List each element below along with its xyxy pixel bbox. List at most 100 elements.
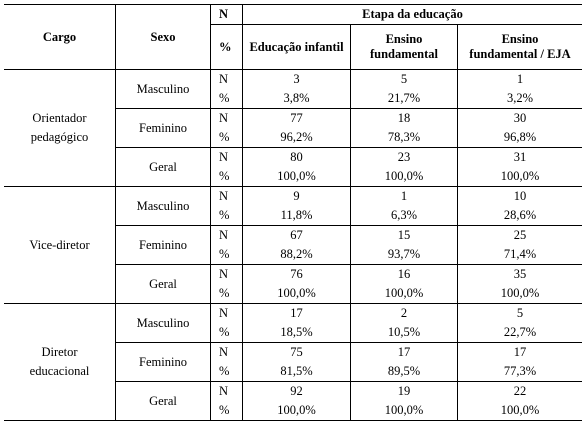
value-cell: 16 [350, 264, 458, 284]
table-row: % 96,2% 78,3% 96,8% [4, 128, 582, 148]
measure-pct: % [210, 401, 243, 421]
value-cell: 100,0% [350, 167, 458, 187]
measure-pct: % [210, 323, 243, 343]
table-row: Feminino N 67 15 25 [4, 225, 582, 265]
table-row: % 18,5% 10,5% 22,7% [4, 323, 582, 343]
value-cell: 100,0% [242, 401, 351, 421]
header-sexo: Sexo [115, 4, 211, 70]
table-row: Geral N 80 23 31 [4, 147, 582, 187]
measure-n: N [210, 225, 243, 245]
sexo-cell: Feminino [115, 225, 211, 265]
measure-n: N [210, 69, 243, 89]
measure-n: N [210, 186, 243, 206]
cargo-label-line2: pedagógico [30, 130, 89, 144]
table-row: Feminino N 75 17 17 [4, 342, 582, 382]
cargo-label-line1: Orientador [32, 111, 87, 125]
measure-pct: % [210, 245, 243, 265]
measure-n: N [210, 303, 243, 323]
measure-n: N [210, 108, 243, 128]
value-cell: 71,4% [457, 245, 582, 265]
value-cell: 92 [242, 381, 351, 401]
value-cell: 21,7% [350, 89, 458, 109]
header-educacao-infantil: Educação infantil [242, 24, 351, 70]
value-cell: 88,2% [242, 245, 351, 265]
cargo-label-line2: educacional [29, 364, 90, 378]
cargo-label-line1: Diretor [41, 345, 78, 359]
header-ensino-fundamental-line2: fundamental [369, 47, 439, 61]
value-cell: 25 [513, 228, 527, 242]
measure-pct: % [210, 206, 243, 226]
table-row: % 100,0% 100,0% 100,0% [4, 167, 582, 187]
table-row: % 81,5% 89,5% 77,3% [4, 362, 582, 382]
value-cell: 22 [513, 384, 527, 398]
value-cell: 3,2% [457, 89, 582, 109]
value-cell: 17 [350, 342, 458, 362]
header-ensino-fundamental-eja: Ensino fundamental / EJA [457, 24, 582, 70]
table-row: % 88,2% 93,7% 71,4% [4, 245, 582, 265]
cargo-cell: Orientador pedagógico [4, 69, 116, 187]
header-etapa: Etapa da educação [242, 4, 582, 25]
value-cell: 5 [350, 69, 458, 89]
header-ensino-fundamental-eja-line2: fundamental / EJA [469, 47, 571, 61]
sexo-cell: Feminino [115, 108, 211, 148]
value-cell: 89,5% [350, 362, 458, 382]
header-pct: % [210, 24, 243, 70]
value-cell: 78,3% [350, 128, 458, 148]
cargo-cell: Diretor educacional [4, 303, 116, 421]
value-cell: 100,0% [350, 284, 458, 304]
cargo-label-line1: Vice-diretor [29, 237, 90, 252]
measure-n: N [210, 264, 243, 284]
header-ensino-fundamental-eja-line1: Ensino [501, 32, 539, 46]
sexo-cell: Geral [115, 381, 211, 421]
sexo-cell: Masculino [115, 69, 211, 109]
measure-pct: % [210, 89, 243, 109]
table-row: Geral N 92 19 22 [4, 381, 582, 421]
value-cell: 67 [242, 225, 351, 245]
table-row: % 3,8% 21,7% 3,2% [4, 89, 582, 109]
value-cell: 35 [513, 267, 527, 281]
measure-pct: % [210, 362, 243, 382]
value-cell: 5 [516, 306, 524, 320]
value-cell: 11,8% [242, 206, 351, 226]
sexo-cell: Geral [115, 264, 211, 304]
value-cell: 10,5% [350, 323, 458, 343]
value-cell: 100,0% [457, 401, 582, 421]
value-cell: 18,5% [242, 323, 351, 343]
sexo-cell: Feminino [115, 342, 211, 382]
value-cell: 17 [242, 303, 351, 323]
header-ensino-fundamental: Ensino fundamental [350, 24, 458, 70]
value-cell: 75 [242, 342, 351, 362]
table-row: Feminino N 77 18 30 [4, 108, 582, 148]
value-cell: 100,0% [350, 401, 458, 421]
table-row: Diretor educacional Masculino N 17 2 5 [4, 303, 582, 421]
value-cell: 15 [350, 225, 458, 245]
table-row: % 11,8% 6,3% 28,6% [4, 206, 582, 226]
value-cell: 3,8% [242, 89, 351, 109]
measure-pct: % [210, 167, 243, 187]
sexo-cell: Masculino [115, 303, 211, 343]
value-cell: 77 [242, 108, 351, 128]
value-cell: 81,5% [242, 362, 351, 382]
value-cell: 3 [242, 69, 351, 89]
value-cell: 28,6% [457, 206, 582, 226]
sexo-cell: Geral [115, 147, 211, 187]
sexo-cell: Masculino [115, 186, 211, 226]
header-n: N [210, 4, 243, 25]
header-cargo: Cargo [4, 4, 116, 70]
value-cell: 19 [350, 381, 458, 401]
header-ensino-fundamental-line1: Ensino [385, 32, 423, 46]
table-row: % 100,0% 100,0% 100,0% [4, 401, 582, 421]
measure-n: N [210, 381, 243, 401]
value-cell: 18 [350, 108, 458, 128]
measure-pct: % [210, 128, 243, 148]
value-cell: 2 [350, 303, 458, 323]
table-row: Geral N 76 16 35 [4, 264, 582, 304]
value-cell: 9 [242, 186, 351, 206]
measure-pct: % [210, 284, 243, 304]
value-cell: 100,0% [242, 167, 351, 187]
value-cell: 100,0% [457, 284, 582, 304]
value-cell: 22,7% [457, 323, 582, 343]
value-cell: 17 [513, 345, 527, 359]
table-row: Orientador pedagógico Masculino N 3 5 1 [4, 69, 582, 187]
measure-n: N [210, 147, 243, 167]
